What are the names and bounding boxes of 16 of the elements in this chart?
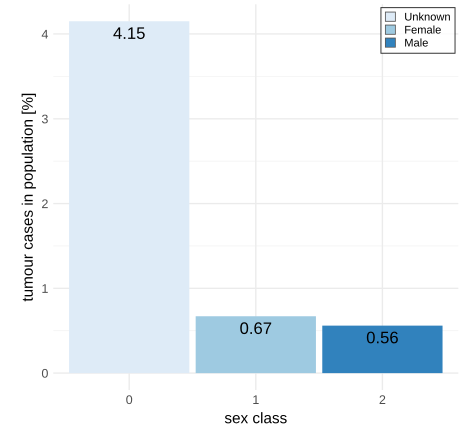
legend-label: Unknown <box>405 12 450 21</box>
x-tick-label: 0 <box>126 395 132 404</box>
data-label: 0.56 <box>366 332 398 344</box>
x-axis-title: sex class <box>224 412 287 424</box>
y-tick-label: 1 <box>42 284 48 293</box>
y-tick-label: 2 <box>42 199 48 208</box>
data-label: 4.15 <box>113 27 145 40</box>
x-tick-label: 2 <box>380 395 386 404</box>
x-tick-label: 1 <box>253 395 259 404</box>
y-tick-label: 3 <box>42 114 48 124</box>
data-label: 0.67 <box>240 322 272 334</box>
legend-label: Male <box>405 38 428 47</box>
y-axis-title: tumour cases in population [%] <box>22 94 36 302</box>
legend-label: Female <box>405 25 441 34</box>
y-tick-label: 0 <box>42 368 48 378</box>
y-tick-label: 4 <box>42 30 48 39</box>
